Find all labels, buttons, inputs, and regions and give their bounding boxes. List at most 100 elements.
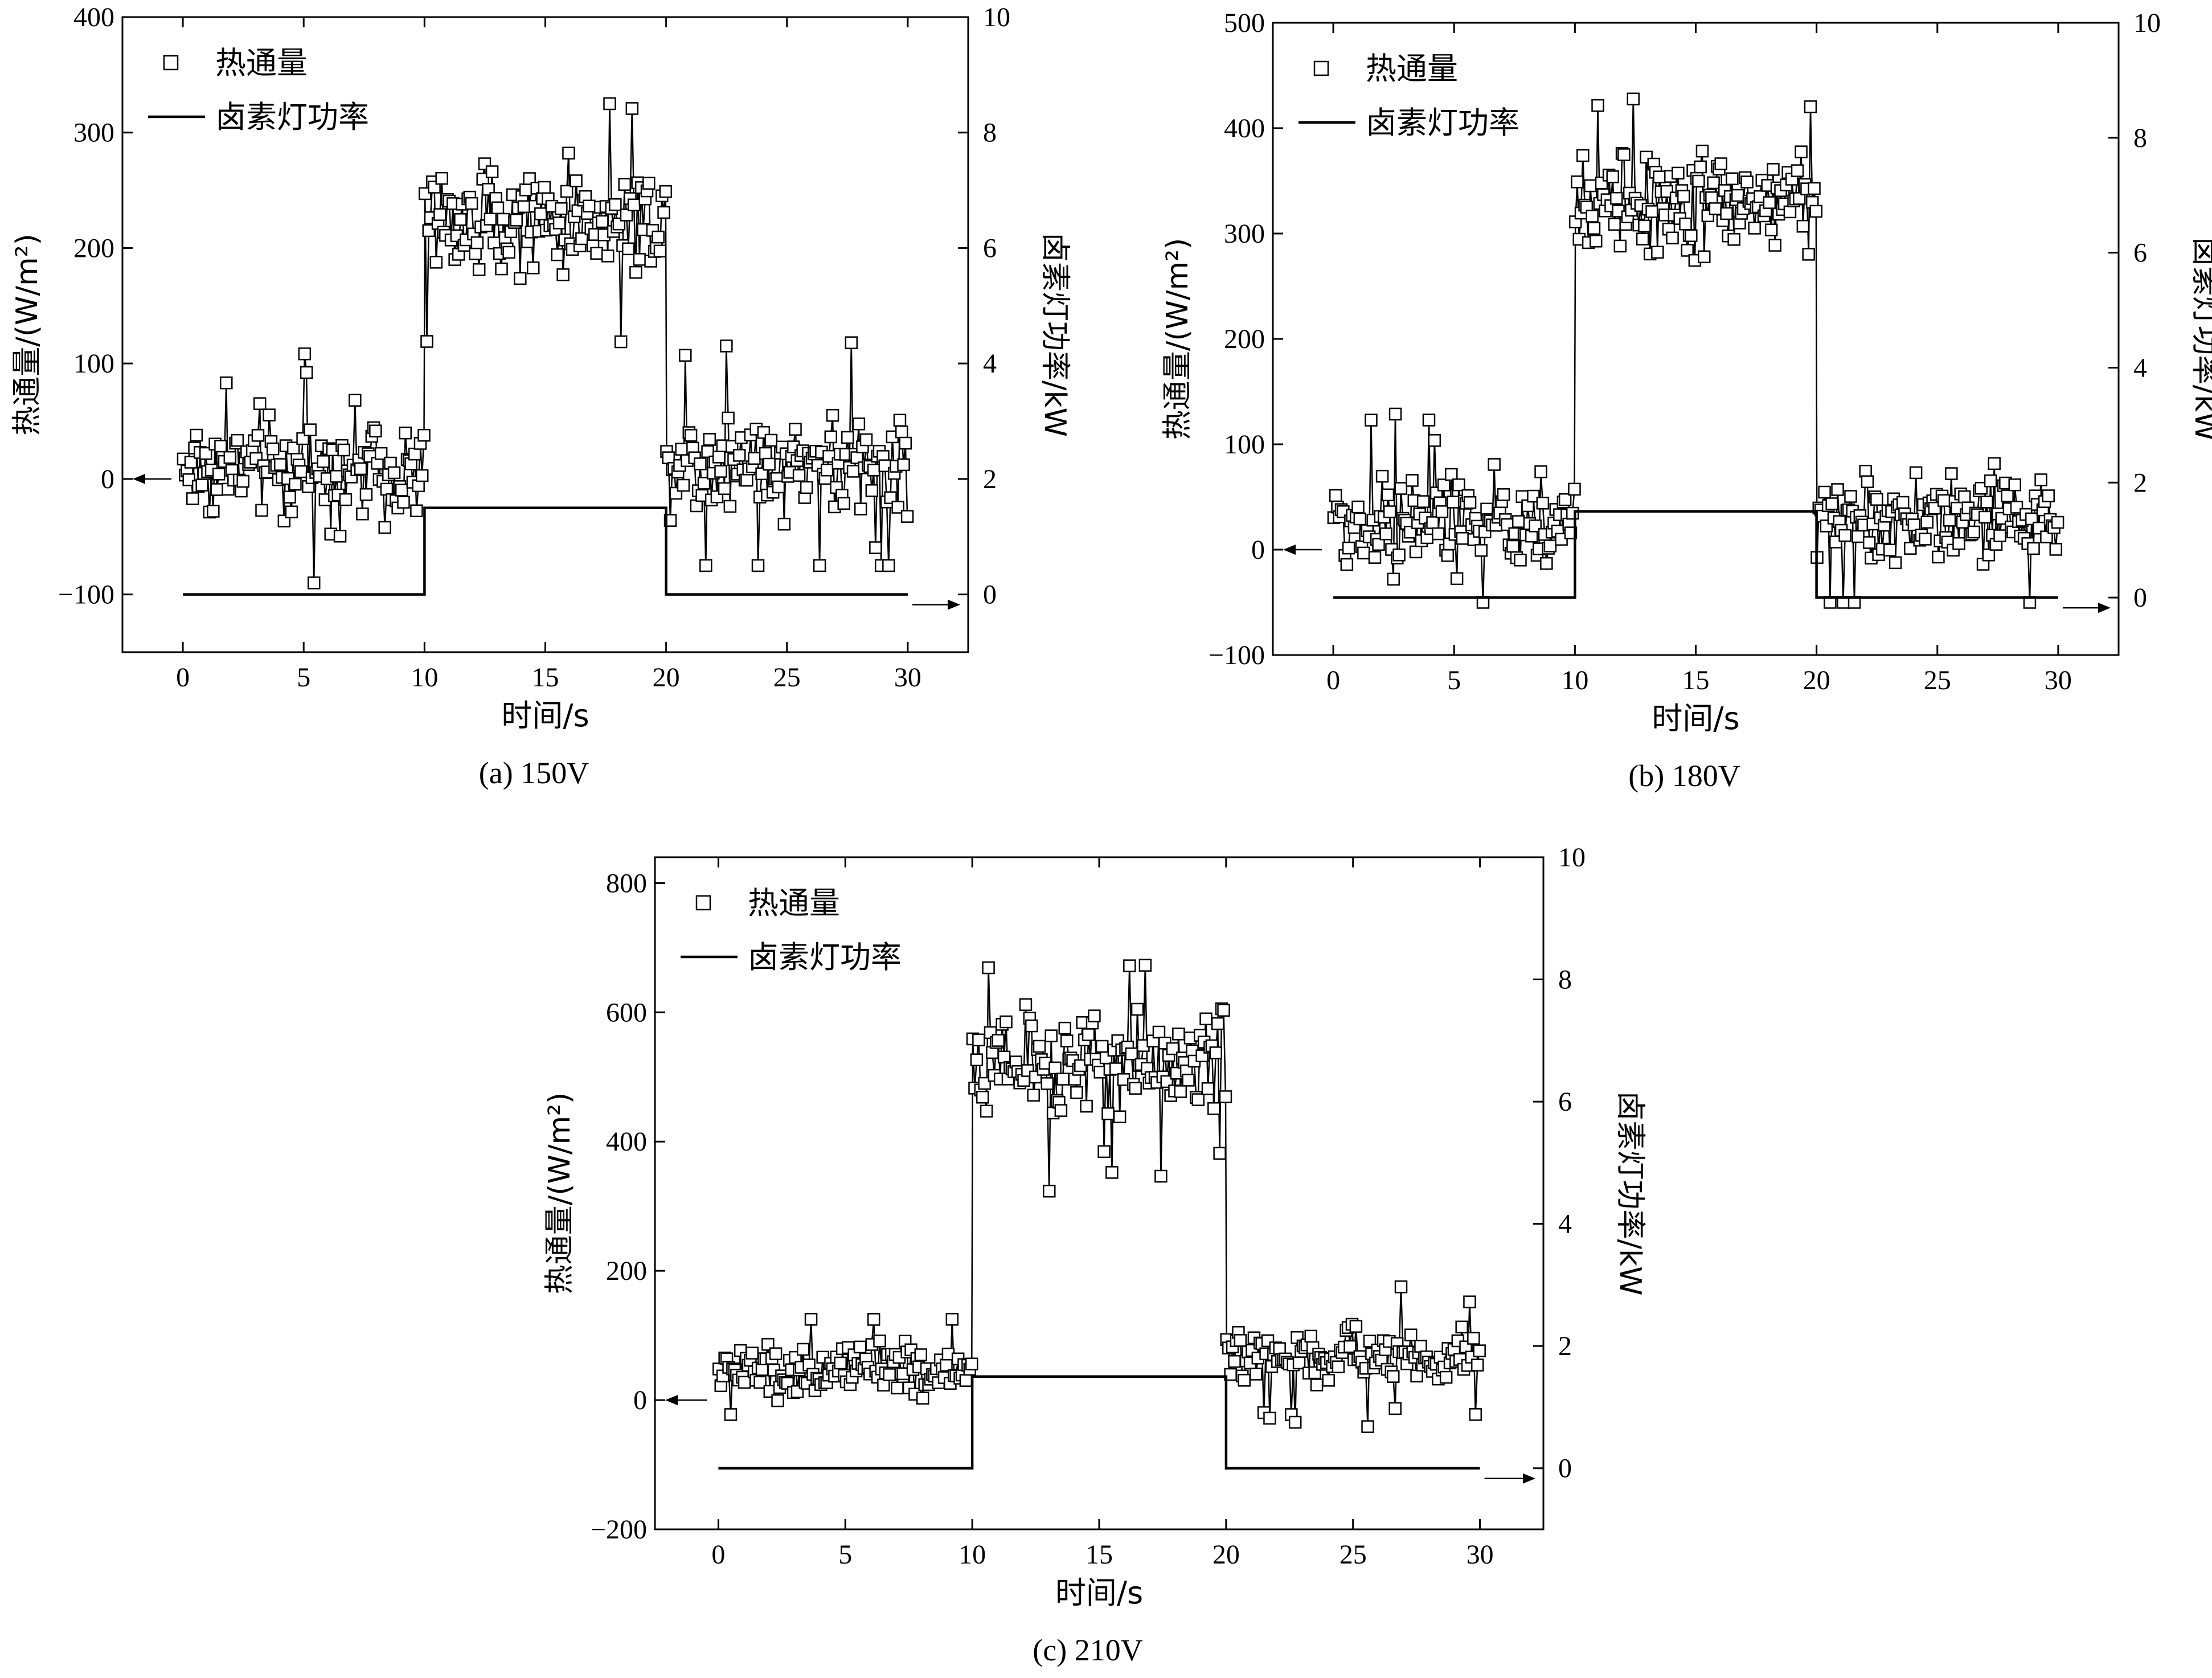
heat-flux-point bbox=[596, 215, 609, 228]
heat-flux-point bbox=[733, 449, 746, 462]
heat-flux-point bbox=[846, 465, 860, 478]
x-tick-label: 5 bbox=[297, 662, 310, 693]
heat-flux-point bbox=[1097, 1145, 1111, 1159]
heat-flux-point bbox=[804, 1313, 818, 1326]
heat-flux-point bbox=[663, 514, 677, 527]
heat-flux-point bbox=[2025, 512, 2038, 526]
legend-line-label: 卤素灯功率 bbox=[748, 939, 902, 975]
heat-flux-point bbox=[1608, 218, 1621, 231]
heat-flux-point bbox=[1511, 515, 1525, 528]
heat-flux-point bbox=[1250, 1368, 1263, 1381]
heat-flux-point bbox=[867, 1313, 880, 1326]
heat-flux-point bbox=[1381, 488, 1395, 502]
heat-flux-point bbox=[1082, 1028, 1095, 1041]
heat-flux-point bbox=[1536, 497, 1550, 510]
heat-flux-point bbox=[1375, 469, 1389, 483]
x-tick-label: 30 bbox=[2045, 665, 2072, 695]
heat-flux-point bbox=[1213, 1147, 1226, 1160]
heat-flux-point bbox=[1480, 502, 1493, 516]
lamp-power-line bbox=[1333, 510, 2058, 599]
heat-flux-point bbox=[1709, 202, 1722, 215]
y-left-tick-label: 300 bbox=[73, 118, 114, 148]
y-left-tick-label: 400 bbox=[606, 1127, 647, 1157]
heat-flux-point bbox=[877, 1378, 890, 1392]
heat-flux-point bbox=[236, 474, 249, 488]
heat-flux-point bbox=[2051, 515, 2064, 529]
heat-flux-point bbox=[354, 462, 367, 476]
heat-flux-point bbox=[714, 465, 727, 478]
y-right-tick-label: 10 bbox=[983, 2, 1010, 32]
heat-flux-point bbox=[982, 961, 995, 975]
heat-flux-point bbox=[1042, 1184, 1056, 1198]
y-right-tick-label: 6 bbox=[2133, 238, 2147, 268]
heat-flux-point bbox=[1394, 1280, 1408, 1294]
heat-flux-point bbox=[1263, 1411, 1276, 1425]
heat-flux-point bbox=[1802, 248, 1815, 261]
heat-flux-point bbox=[514, 272, 527, 285]
heat-flux-point bbox=[1228, 1354, 1241, 1368]
y-left-tick-label: 100 bbox=[73, 349, 114, 379]
heat-flux-point bbox=[408, 447, 421, 461]
heat-flux-point bbox=[1945, 467, 1958, 480]
heat-flux-point bbox=[2034, 473, 2047, 486]
heat-flux-point bbox=[1695, 144, 1709, 158]
heat-flux-point bbox=[1113, 1110, 1127, 1123]
heat-flux-point bbox=[410, 504, 423, 518]
heat-flux-point bbox=[764, 433, 778, 447]
heat-flux-point bbox=[433, 208, 447, 221]
heat-flux-point bbox=[1740, 175, 1754, 189]
heat-flux-point bbox=[1586, 210, 1599, 223]
heat-flux-point bbox=[769, 1347, 783, 1360]
heat-flux-point bbox=[1450, 572, 1464, 586]
heat-flux-point bbox=[534, 207, 547, 220]
heat-flux-point bbox=[220, 376, 233, 390]
heat-flux-point bbox=[1672, 166, 1685, 180]
heat-flux-point bbox=[488, 236, 501, 249]
heat-flux-point bbox=[1638, 219, 1651, 233]
heat-flux-point bbox=[1984, 474, 1997, 488]
heat-flux-point bbox=[369, 424, 382, 437]
heat-flux-point bbox=[1685, 229, 1698, 242]
x-tick-label: 10 bbox=[411, 662, 438, 693]
x-tick-label: 20 bbox=[1803, 665, 1830, 695]
x-tick-label: 0 bbox=[176, 662, 190, 693]
heat-flux-point bbox=[659, 185, 673, 198]
heat-flux-point bbox=[1825, 497, 1838, 510]
heat-flux-point bbox=[1697, 250, 1711, 264]
x-tick-label: 30 bbox=[1467, 1540, 1494, 1570]
heat-flux-point bbox=[1534, 465, 1547, 478]
heat-flux-point bbox=[603, 97, 616, 110]
heat-flux-point bbox=[1463, 496, 1477, 509]
heat-flux-markers bbox=[177, 97, 914, 590]
heat-flux-point bbox=[1694, 160, 1707, 174]
heat-flux-point bbox=[1748, 222, 1761, 235]
heat-flux-point bbox=[701, 445, 714, 459]
heat-flux-point bbox=[1437, 478, 1451, 492]
x-tick-label: 10 bbox=[1561, 665, 1588, 695]
heat-flux-point bbox=[854, 502, 867, 515]
heat-flux-point bbox=[415, 469, 429, 482]
heat-flux-point bbox=[359, 488, 373, 501]
heat-flux-point bbox=[959, 1374, 973, 1387]
heat-flux-point bbox=[1211, 1017, 1224, 1030]
heat-flux-point bbox=[1529, 519, 1542, 533]
heat-flux-point bbox=[2027, 542, 2040, 555]
heat-flux-point bbox=[207, 505, 220, 518]
heat-flux-point bbox=[869, 541, 882, 554]
heat-flux-point bbox=[1329, 489, 1342, 502]
heat-flux-point bbox=[190, 428, 203, 442]
heat-flux-point bbox=[718, 482, 731, 496]
heat-flux-point bbox=[1576, 149, 1590, 162]
heat-flux-point bbox=[609, 198, 622, 211]
heat-flux-point bbox=[1527, 489, 1540, 503]
heat-flux-point bbox=[1027, 1088, 1040, 1102]
heat-flux-point bbox=[629, 265, 642, 279]
heat-flux-point bbox=[1343, 1340, 1357, 1353]
heat-flux-point bbox=[1388, 407, 1402, 421]
heat-flux-point bbox=[1768, 239, 1781, 252]
heat-flux-point bbox=[266, 442, 280, 456]
heat-flux-point bbox=[1681, 244, 1694, 257]
heat-flux-point bbox=[916, 1391, 929, 1405]
heat-flux-point bbox=[1447, 496, 1460, 509]
heat-flux-point bbox=[1889, 556, 1902, 570]
